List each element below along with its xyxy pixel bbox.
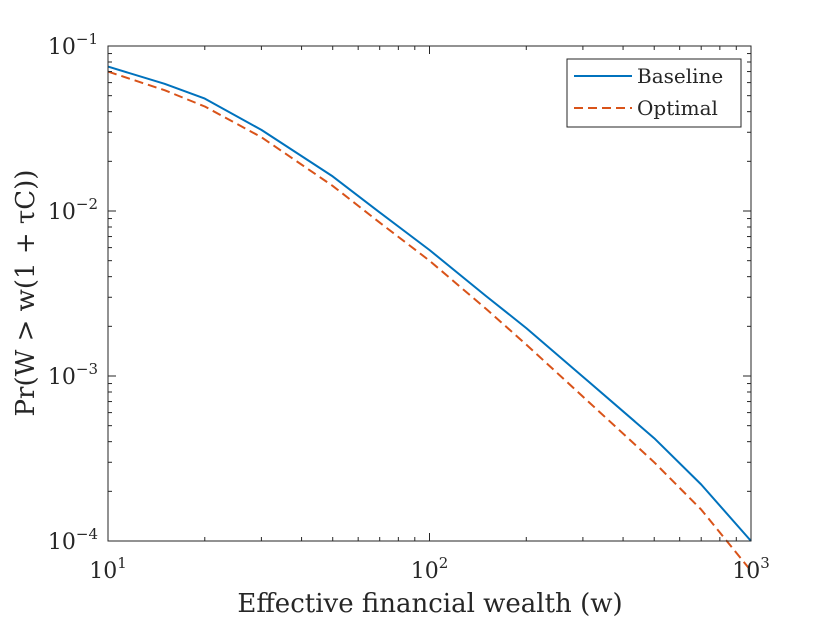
y-tick-label: 10−4	[48, 525, 98, 555]
x-tick-label: 103	[732, 554, 770, 584]
y-tick-label: 10−3	[48, 360, 98, 390]
x-tick-label: 101	[89, 554, 127, 584]
legend-label-optimal: Optimal	[637, 96, 718, 120]
y-tick-label: 10−2	[48, 195, 98, 225]
series-layer	[107, 65, 752, 572]
plot-frame	[107, 45, 752, 542]
legend-box	[566, 58, 742, 128]
series-line-optimal	[107, 70, 752, 572]
y-tick-label: 10−1	[48, 30, 98, 60]
legend: Baseline Optimal	[566, 58, 742, 128]
x-tick-label: 102	[411, 554, 449, 584]
ticks-layer	[107, 45, 752, 542]
series-line-baseline	[107, 65, 752, 542]
plot-area	[108, 46, 751, 541]
x-axis-label: Effective financial wealth (w)	[237, 589, 622, 619]
legend-label-baseline: Baseline	[637, 64, 723, 88]
y-axis-label: Pr(W > w(1 + τC))	[11, 170, 41, 417]
